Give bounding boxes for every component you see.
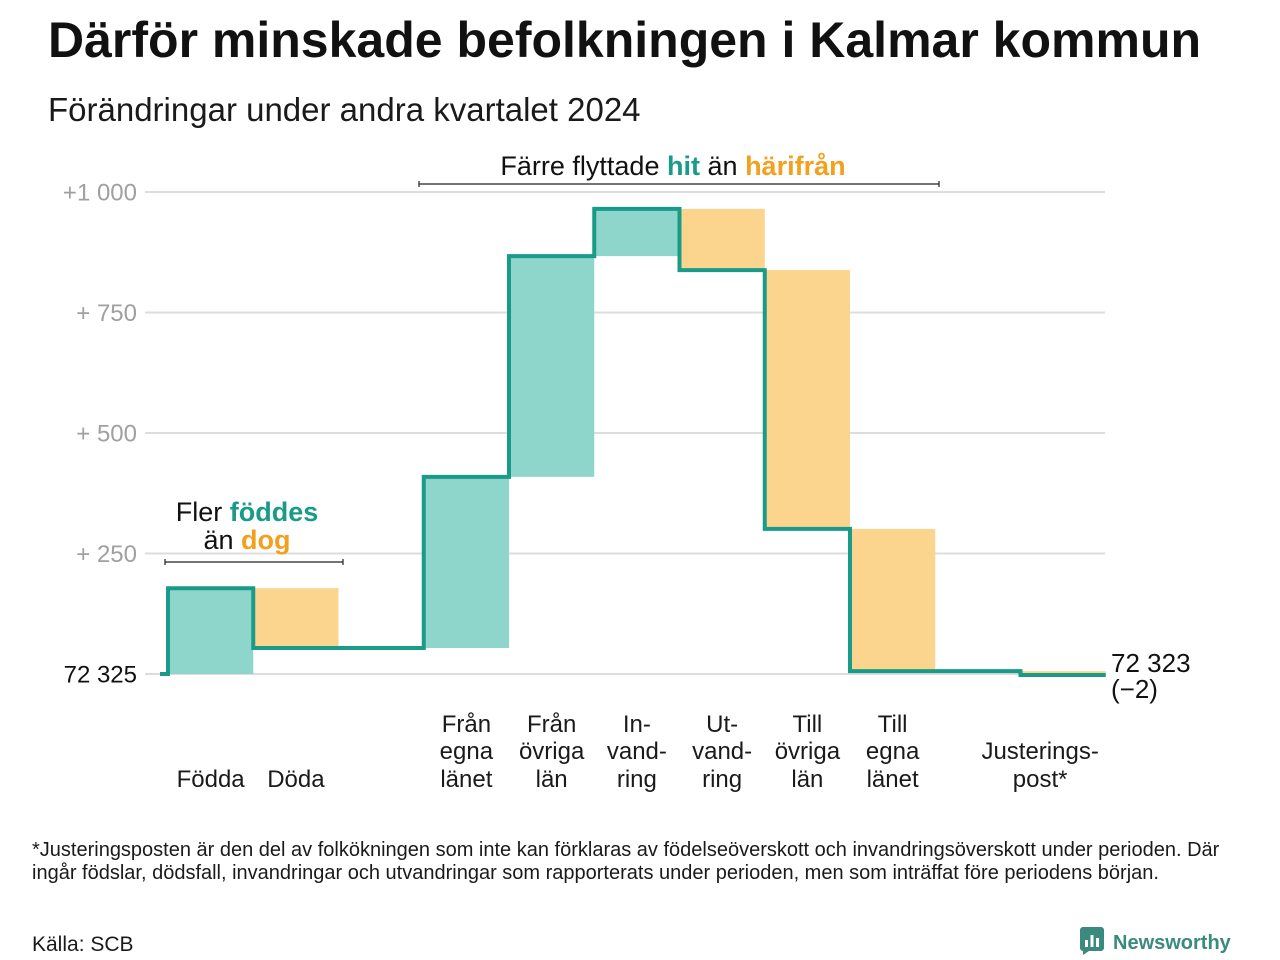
moves-bracket	[418, 181, 940, 187]
category-label: Till egna länet	[865, 710, 920, 793]
births-annotation-line-1: Fler föddes	[147, 498, 347, 526]
category-label: Döda	[267, 765, 325, 793]
decrease-bar	[850, 528, 936, 672]
category-label: Födda	[176, 765, 245, 793]
category-label: Till övriga län	[774, 710, 841, 793]
step-line-layer	[160, 206, 1106, 677]
increase-bar	[594, 208, 680, 257]
decrease-bar	[253, 588, 339, 648]
value-labels: +1 000 + 750 + 500 + 250 72 325 72 323(−2)	[63, 180, 1191, 704]
source-credit: Källa: SCB	[32, 933, 134, 956]
moves-annotation: Färre flyttade hit än härifrån	[423, 152, 923, 180]
y-tick-label: + 500	[76, 421, 137, 448]
births-annotation-line-2: än dog	[147, 526, 347, 554]
footnote: *Justeringsposten är den del av folkökni…	[32, 839, 1220, 884]
chart-subtitle: Förändringar under andra kvartalet 2024	[48, 91, 641, 128]
moves-annotation-away: härifrån	[745, 151, 846, 181]
chart-title: Därför minskade befolkningen i Kalmar ko…	[48, 12, 1202, 68]
gridlines	[145, 191, 1105, 675]
category-label: In- vand- ring	[606, 710, 667, 793]
category-label: Från egna länet	[439, 710, 494, 793]
start-value-label: 72 325	[64, 662, 137, 689]
category-label: Från övriga län	[518, 710, 585, 793]
y-tick-label: +1 000	[63, 180, 137, 207]
newsworthy-chart-bubble-icon	[1080, 926, 1104, 960]
increase-bar	[509, 256, 595, 477]
births-annotation-prefix: Fler	[175, 497, 223, 527]
newsworthy-logo: Newsworthy	[1080, 926, 1231, 960]
moves-annotation-middle: än	[707, 151, 738, 181]
increase-bar	[168, 588, 254, 674]
decrease-bar	[764, 270, 850, 529]
logo-text: Newsworthy	[1113, 931, 1231, 954]
bars	[168, 208, 1106, 675]
increase-bar	[423, 476, 509, 648]
births-bracket	[164, 559, 344, 565]
births-annotation-born: föddes	[229, 497, 319, 527]
decrease-bar	[679, 208, 765, 271]
end-change-label: (−2)	[1111, 674, 1158, 704]
y-tick-label: + 250	[76, 541, 137, 568]
moves-annotation-here: hit	[666, 151, 700, 181]
end-value-label: 72 323	[1111, 648, 1191, 678]
waterfall-chart: +1 000 + 750 + 500 + 250 72 325 72 323(−2)	[63, 180, 1191, 704]
category-label: Ut- vand- ring	[692, 710, 753, 793]
births-annotation-middle: än	[203, 525, 234, 555]
cumulative-step-line	[160, 206, 1106, 677]
y-tick-label: + 750	[76, 300, 137, 327]
moves-annotation-prefix: Färre flyttade	[500, 151, 660, 181]
births-annotation-died: dog	[241, 525, 291, 555]
births-annotation: Fler föddes än dog	[147, 498, 347, 554]
category-label: Justerings- post*	[981, 738, 1099, 793]
